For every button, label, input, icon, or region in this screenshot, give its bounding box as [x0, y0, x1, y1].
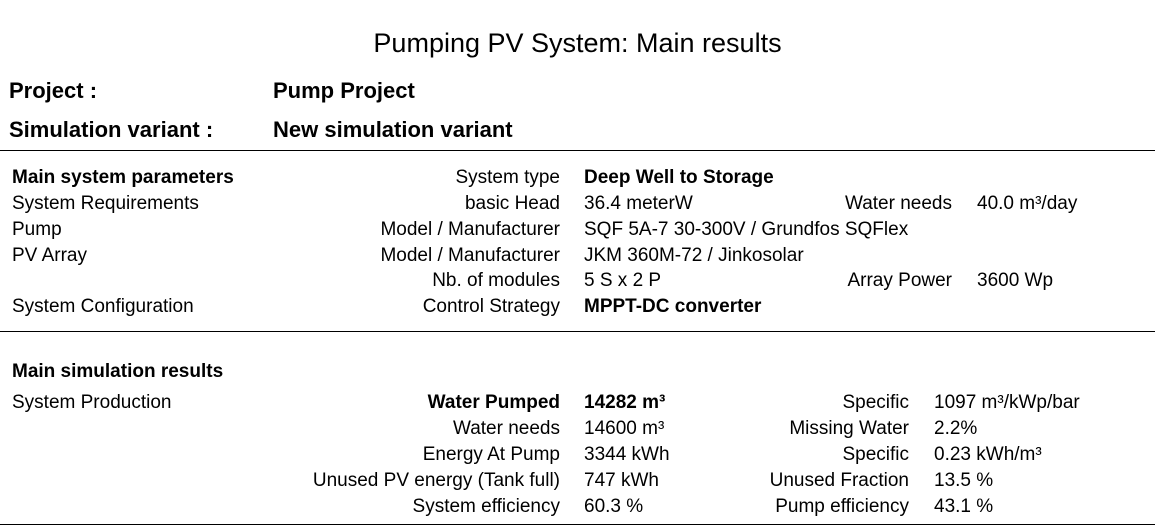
pv-model-label: Model / Manufacturer: [380, 245, 560, 266]
production-label: System Production: [12, 392, 172, 413]
results-water-needs-value: 14600 m³: [584, 418, 665, 439]
pump-efficiency-value: 43.1 %: [934, 496, 994, 517]
pump-model-label: Model / Manufacturer: [380, 219, 560, 240]
missing-water-value: 2.2%: [934, 418, 978, 439]
variant-label: Simulation variant :: [9, 117, 214, 142]
section-divider: [0, 150, 1155, 151]
modules-value: 5 S x 2 P: [584, 270, 662, 291]
water-pumped-label: Water Pumped: [427, 392, 560, 413]
configuration-label: System Configuration: [12, 296, 194, 317]
array-power-value: 3600 Wp: [977, 270, 1054, 291]
system-efficiency-value: 60.3 %: [584, 496, 644, 517]
array-power-label: Array Power: [847, 270, 952, 291]
specific-energy-value: 0.23 kWh/m³: [934, 444, 1042, 465]
modules-label: Nb. of modules: [432, 270, 560, 291]
head-value: 36.4 meterW: [584, 193, 693, 214]
control-strategy-value: MPPT-DC converter: [584, 296, 762, 317]
pv-model-value: JKM 360M-72 / Jinkosolar: [584, 245, 804, 266]
specific-volume-label: Specific: [842, 392, 909, 413]
water-needs-value: 40.0 m³/day: [977, 193, 1078, 214]
unused-energy-label: Unused PV energy (Tank full): [312, 470, 560, 491]
pv-array-label: PV Array: [12, 245, 87, 266]
variant-value: New simulation variant: [273, 117, 513, 142]
pump-label: Pump: [12, 219, 62, 240]
system-type-label: System type: [455, 167, 560, 188]
specific-energy-label: Specific: [842, 444, 909, 465]
system-type-value: Deep Well to Storage: [584, 167, 774, 188]
section-divider: [0, 331, 1155, 332]
requirements-label: System Requirements: [12, 193, 199, 214]
results-heading: Main simulation results: [12, 361, 224, 382]
missing-water-label: Missing Water: [789, 418, 909, 439]
control-strategy-label: Control Strategy: [422, 296, 560, 317]
water-needs-label: Water needs: [844, 193, 952, 214]
unused-energy-value: 747 kWh: [584, 470, 659, 491]
pump-model-value: SQF 5A-7 30-300V / Grundfos SQFlex: [584, 219, 909, 240]
specific-volume-value: 1097 m³/kWp/bar: [934, 392, 1080, 413]
energy-at-pump-value: 3344 kWh: [584, 444, 670, 465]
unused-fraction-value: 13.5 %: [934, 470, 994, 491]
unused-fraction-label: Unused Fraction: [769, 470, 909, 491]
pump-efficiency-label: Pump efficiency: [775, 496, 909, 517]
section-divider: [0, 524, 1155, 525]
water-pumped-value: 14282 m³: [584, 392, 666, 413]
energy-at-pump-label: Energy At Pump: [422, 444, 560, 465]
project-value: Pump Project: [273, 78, 415, 103]
page-title: Pumping PV System: Main results: [373, 28, 782, 58]
params-heading: Main system parameters: [12, 167, 234, 188]
head-label: basic Head: [464, 193, 560, 214]
system-efficiency-label: System efficiency: [412, 496, 560, 517]
results-water-needs-label: Water needs: [452, 418, 560, 439]
project-label: Project :: [9, 78, 98, 103]
